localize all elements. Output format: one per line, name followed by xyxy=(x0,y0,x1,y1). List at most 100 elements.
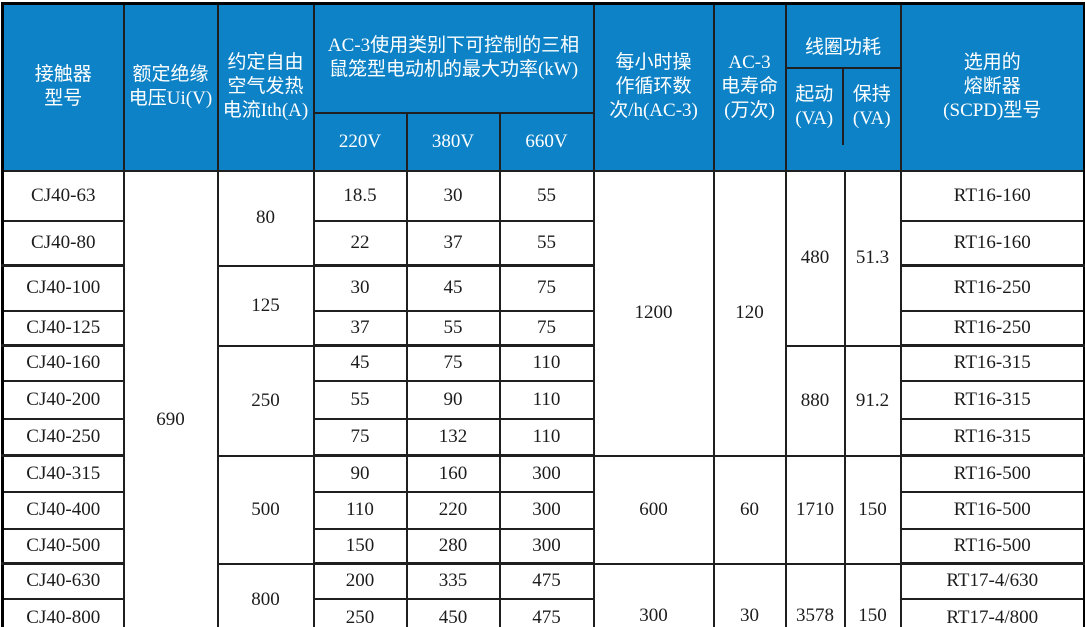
power-660-cell: 75 xyxy=(498,264,595,312)
fuse-cell: RT16-160 xyxy=(899,169,1085,222)
power-380-cell: 55 xyxy=(405,309,501,348)
model-cell: CJ40-160 xyxy=(1,344,125,382)
model-cell: CJ40-200 xyxy=(1,379,125,420)
header-coil-power-group: 线圈功耗 起动 (VA) 保持 (VA) xyxy=(784,2,902,172)
header-ops-cycles: 每小时操 作循环数 次/h(AC-3) xyxy=(592,2,715,172)
header-power-group: AC-3使用类别下可控制的三相 鼠笼型电动机的最大功率(kW) xyxy=(312,2,595,114)
header-thermal-current: 约定自由 空气发热 电流Ith(A) xyxy=(216,2,315,172)
table-row: CJ40-80 22 37 55 RT16-160 xyxy=(1,219,1085,268)
power-660-cell: 75 xyxy=(498,309,595,348)
table-row: CJ40-800 250 450 475 RT17-4/800 xyxy=(1,597,1085,627)
power-380-cell: 45 xyxy=(405,264,501,312)
power-220-cell: 45 xyxy=(312,344,408,382)
coil-start-cell: 3578 xyxy=(784,562,846,627)
fuse-cell: RT16-500 xyxy=(899,454,1085,493)
ops-cycles-cell: 300 xyxy=(592,562,715,627)
table-row: CJ40-630 800 200 335 475 300 30 3578 150… xyxy=(1,562,1085,627)
header-coil-hold: 保持 (VA) xyxy=(852,84,891,130)
power-220-cell: 90 xyxy=(312,454,408,493)
fuse-cell: RT16-160 xyxy=(899,219,1085,268)
header-model: 接触器 型号 xyxy=(1,2,125,172)
power-660-cell: 300 xyxy=(498,527,595,566)
power-660-cell: 55 xyxy=(498,169,595,222)
model-cell: CJ40-125 xyxy=(1,309,125,348)
fuse-cell: RT16-315 xyxy=(899,344,1085,382)
model-cell: CJ40-400 xyxy=(1,490,125,530)
fuse-cell: RT16-315 xyxy=(899,379,1085,420)
thermal-current-cell: 500 xyxy=(216,454,315,565)
power-220-cell: 150 xyxy=(312,527,408,566)
power-220-cell: 22 xyxy=(312,219,408,268)
header-220v: 220V xyxy=(312,111,408,172)
model-cell: CJ40-315 xyxy=(1,454,125,493)
header-coil-title: 线圈功耗 xyxy=(787,29,899,70)
header-insulation-voltage: 额定绝缘 电压Ui(V) xyxy=(122,2,219,172)
power-380-cell: 90 xyxy=(405,379,501,420)
table-row: CJ40-500 150 280 300 RT16-500 xyxy=(1,527,1085,566)
coil-start-cell: 880 xyxy=(784,344,846,457)
coil-subheaders: 起动 (VA) 保持 (VA) xyxy=(788,69,899,146)
power-220-cell: 200 xyxy=(312,562,408,600)
model-cell: CJ40-250 xyxy=(1,417,125,458)
fuse-cell: RT16-500 xyxy=(899,490,1085,530)
insulation-voltage-cell: 690 xyxy=(122,169,219,627)
header-coil-start: 起动 (VA) xyxy=(788,69,845,146)
header-fuse: 选用的 熔断器 (SCPD)型号 xyxy=(899,2,1085,172)
fuse-cell: RT16-500 xyxy=(899,527,1085,566)
power-220-cell: 37 xyxy=(312,309,408,348)
electrical-life-cell: 60 xyxy=(712,454,787,565)
electrical-life-cell: 120 xyxy=(712,169,787,457)
table-row: CJ40-200 55 90 110 RT16-315 xyxy=(1,379,1085,420)
model-cell: CJ40-630 xyxy=(1,562,125,600)
power-380-cell: 450 xyxy=(405,597,501,627)
power-220-cell: 30 xyxy=(312,264,408,312)
fuse-cell: RT16-315 xyxy=(899,417,1085,458)
power-380-cell: 75 xyxy=(405,344,501,382)
electrical-life-cell: 30 xyxy=(712,562,787,627)
thermal-current-cell: 125 xyxy=(216,264,315,347)
header-380v: 380V xyxy=(405,111,501,172)
power-660-cell: 300 xyxy=(498,490,595,530)
table-body: CJ40-63 690 80 18.5 30 55 1200 120 480 5… xyxy=(1,169,1085,627)
table-header: 接触器 型号 额定绝缘 电压Ui(V) 约定自由 空气发热 电流Ith(A) A… xyxy=(1,2,1085,172)
fuse-cell: RT16-250 xyxy=(899,264,1085,312)
header-660v: 660V xyxy=(498,111,595,172)
coil-hold-cell: 150 xyxy=(843,562,902,627)
table-row: CJ40-315 500 90 160 300 600 60 1710 150 … xyxy=(1,454,1085,565)
fuse-cell: RT16-250 xyxy=(899,309,1085,348)
power-380-cell: 37 xyxy=(405,219,501,268)
coil-start-cell: 480 xyxy=(784,169,846,347)
power-660-cell: 475 xyxy=(498,597,595,627)
table-row: CJ40-63 690 80 18.5 30 55 1200 120 480 5… xyxy=(1,169,1085,627)
power-380-cell: 220 xyxy=(405,490,501,530)
coil-start-cell: 1710 xyxy=(784,454,846,565)
power-660-cell: 475 xyxy=(498,562,595,600)
table-row: CJ40-125 37 55 75 RT16-250 xyxy=(1,309,1085,348)
model-cell: CJ40-500 xyxy=(1,527,125,566)
coil-hold-cell: 51.3 xyxy=(843,169,902,347)
power-380-cell: 335 xyxy=(405,562,501,600)
power-220-cell: 250 xyxy=(312,597,408,627)
fuse-cell: RT17-4/630 xyxy=(899,562,1085,600)
model-cell: CJ40-80 xyxy=(1,219,125,268)
model-cell: CJ40-63 xyxy=(1,169,125,222)
table-row: CJ40-400 110 220 300 RT16-500 xyxy=(1,490,1085,530)
power-220-cell: 75 xyxy=(312,417,408,458)
power-380-cell: 280 xyxy=(405,527,501,566)
table-row: CJ40-160 250 45 75 110 880 91.2 RT16-315 xyxy=(1,344,1085,457)
model-cell: CJ40-100 xyxy=(1,264,125,312)
power-220-cell: 55 xyxy=(312,379,408,420)
power-660-cell: 55 xyxy=(498,219,595,268)
power-660-cell: 110 xyxy=(498,344,595,382)
coil-header-box: 线圈功耗 起动 (VA) 保持 (VA) xyxy=(787,29,899,146)
ops-cycles-cell: 600 xyxy=(592,454,715,565)
table-row: CJ40-250 75 132 110 RT16-315 xyxy=(1,417,1085,458)
ops-cycles-cell: 1200 xyxy=(592,169,715,457)
thermal-current-cell: 80 xyxy=(216,169,315,267)
coil-hold-cell: 91.2 xyxy=(843,344,902,457)
power-380-cell: 160 xyxy=(405,454,501,493)
thermal-current-cell: 250 xyxy=(216,344,315,457)
power-660-cell: 300 xyxy=(498,454,595,493)
